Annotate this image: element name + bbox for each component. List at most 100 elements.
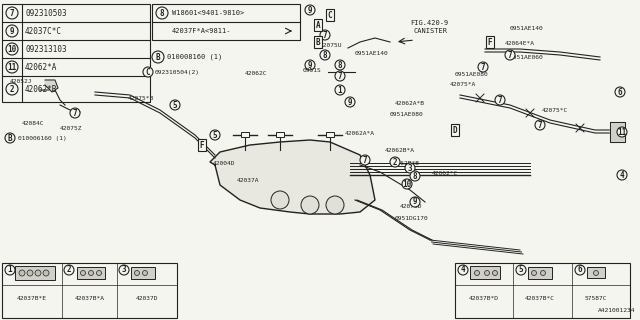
Circle shape (410, 171, 420, 181)
Text: 9: 9 (308, 60, 312, 69)
Text: 0951AE140: 0951AE140 (355, 51, 388, 56)
Text: 42076D: 42076D (400, 204, 422, 209)
Circle shape (305, 60, 315, 70)
Bar (455, 263, 630, 318)
Text: 8: 8 (323, 51, 327, 60)
Text: 11: 11 (8, 62, 17, 71)
Text: 010006160 (1): 010006160 (1) (18, 135, 67, 140)
Circle shape (134, 270, 140, 276)
Circle shape (531, 270, 536, 276)
Text: 9: 9 (413, 197, 417, 206)
Circle shape (575, 265, 585, 275)
Text: 3: 3 (408, 164, 412, 172)
Circle shape (335, 60, 345, 70)
Text: 7: 7 (10, 9, 14, 18)
Polygon shape (45, 80, 58, 92)
Text: 42037C*C: 42037C*C (25, 27, 62, 36)
Text: B: B (8, 133, 12, 142)
Circle shape (6, 61, 18, 73)
Text: 42075*C: 42075*C (542, 108, 568, 113)
Circle shape (326, 196, 344, 214)
Text: 42052J: 42052J (10, 79, 33, 84)
Text: 42004D: 42004D (213, 161, 236, 166)
Bar (152, 4, 300, 40)
Circle shape (478, 62, 488, 72)
Text: 1: 1 (8, 266, 12, 275)
Text: 42037B*C: 42037B*C (525, 296, 555, 301)
Text: 8: 8 (338, 60, 342, 69)
Circle shape (6, 25, 18, 37)
Circle shape (143, 67, 153, 77)
Circle shape (617, 170, 627, 180)
Circle shape (335, 71, 345, 81)
Circle shape (541, 270, 545, 276)
Circle shape (535, 120, 545, 130)
Text: F: F (200, 140, 204, 149)
Text: W18601<9401-9810>: W18601<9401-9810> (172, 10, 244, 16)
Bar (587, 267, 605, 278)
Text: 42037D: 42037D (136, 296, 158, 301)
Circle shape (119, 265, 129, 275)
Text: 7: 7 (508, 51, 512, 60)
Bar (528, 267, 552, 279)
Text: 6: 6 (618, 87, 622, 97)
Text: 42037A: 42037A (237, 178, 259, 183)
Text: 42062*B: 42062*B (25, 84, 58, 93)
Circle shape (271, 191, 289, 209)
Circle shape (81, 270, 86, 276)
Text: 3: 3 (122, 266, 126, 275)
Bar (77, 267, 105, 279)
Text: D: D (452, 125, 458, 134)
Circle shape (64, 265, 74, 275)
Circle shape (484, 270, 490, 276)
Text: 42075Z: 42075Z (60, 126, 83, 131)
Text: C: C (146, 68, 150, 76)
Bar (2, 263, 177, 318)
Text: 5: 5 (212, 131, 218, 140)
Text: 0951AE140: 0951AE140 (510, 26, 544, 31)
Polygon shape (610, 122, 625, 142)
Bar (131, 267, 155, 279)
Text: 9: 9 (10, 27, 14, 36)
Text: 1: 1 (338, 85, 342, 94)
Text: 7: 7 (498, 95, 502, 105)
Text: 5: 5 (173, 100, 177, 109)
Text: 42075*B: 42075*B (128, 96, 154, 101)
Text: CANISTER: CANISTER (413, 28, 447, 34)
Text: 5: 5 (518, 266, 524, 275)
Circle shape (152, 51, 164, 63)
Text: 42062*C: 42062*C (432, 171, 458, 176)
Text: 092310504(2): 092310504(2) (155, 69, 200, 75)
Circle shape (301, 196, 319, 214)
Text: 092310503: 092310503 (25, 9, 67, 18)
Circle shape (345, 97, 355, 107)
Text: 7: 7 (538, 121, 542, 130)
Text: 42037B*E: 42037B*E (17, 296, 47, 301)
Circle shape (70, 108, 80, 118)
Text: 10: 10 (8, 44, 17, 53)
Circle shape (320, 50, 330, 60)
Circle shape (410, 197, 420, 207)
Text: 42037B*A: 42037B*A (75, 296, 105, 301)
Circle shape (615, 87, 625, 97)
Text: 42037B*D: 42037B*D (469, 296, 499, 301)
Circle shape (210, 130, 220, 140)
Text: 0951AE060: 0951AE060 (510, 55, 544, 60)
Circle shape (6, 83, 18, 95)
Text: B: B (156, 52, 160, 61)
Circle shape (474, 270, 479, 276)
Text: 42062B*A: 42062B*A (385, 148, 415, 153)
Circle shape (88, 270, 93, 276)
Text: 10: 10 (403, 180, 412, 188)
Circle shape (19, 270, 25, 276)
Circle shape (43, 270, 49, 276)
Text: C: C (328, 11, 332, 20)
Text: 6: 6 (578, 266, 582, 275)
Text: 42084C: 42084C (22, 121, 45, 126)
Text: 42062C: 42062C (245, 71, 268, 76)
Text: 11: 11 (618, 127, 627, 137)
Circle shape (405, 163, 415, 173)
Circle shape (6, 7, 18, 19)
Bar (15, 266, 55, 280)
Text: 092313103: 092313103 (25, 44, 67, 53)
